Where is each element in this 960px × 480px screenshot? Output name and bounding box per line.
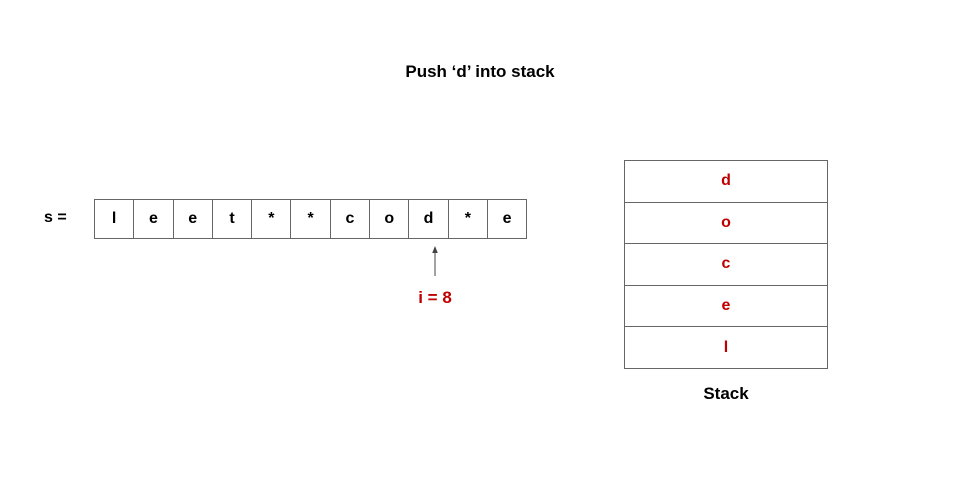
string-array: l e e t * * c o d * e: [94, 199, 528, 239]
array-cell: *: [448, 199, 488, 239]
array-cell: e: [487, 199, 528, 239]
stack-label: Stack: [703, 384, 749, 403]
string-label: s =: [44, 209, 67, 226]
array-cell: d: [409, 199, 449, 239]
stack-item: c: [625, 244, 827, 286]
array-cell: *: [252, 199, 292, 239]
array-cell: l: [95, 199, 135, 239]
stack-item: l: [625, 327, 827, 369]
array-cell: *: [291, 199, 331, 239]
stack-item: d: [625, 161, 827, 203]
stack-item: o: [625, 203, 827, 245]
diagram-title: Push ‘d’ into stack: [405, 62, 555, 81]
array-cell: c: [330, 199, 371, 239]
index-label: i = 8: [418, 288, 452, 307]
array-cell: e: [173, 199, 213, 239]
array-cell: t: [212, 199, 253, 239]
array-cell: e: [134, 199, 174, 239]
index-pointer-arrow-icon: [432, 246, 438, 276]
array-cell: o: [370, 199, 410, 239]
stack-item: e: [625, 286, 827, 328]
